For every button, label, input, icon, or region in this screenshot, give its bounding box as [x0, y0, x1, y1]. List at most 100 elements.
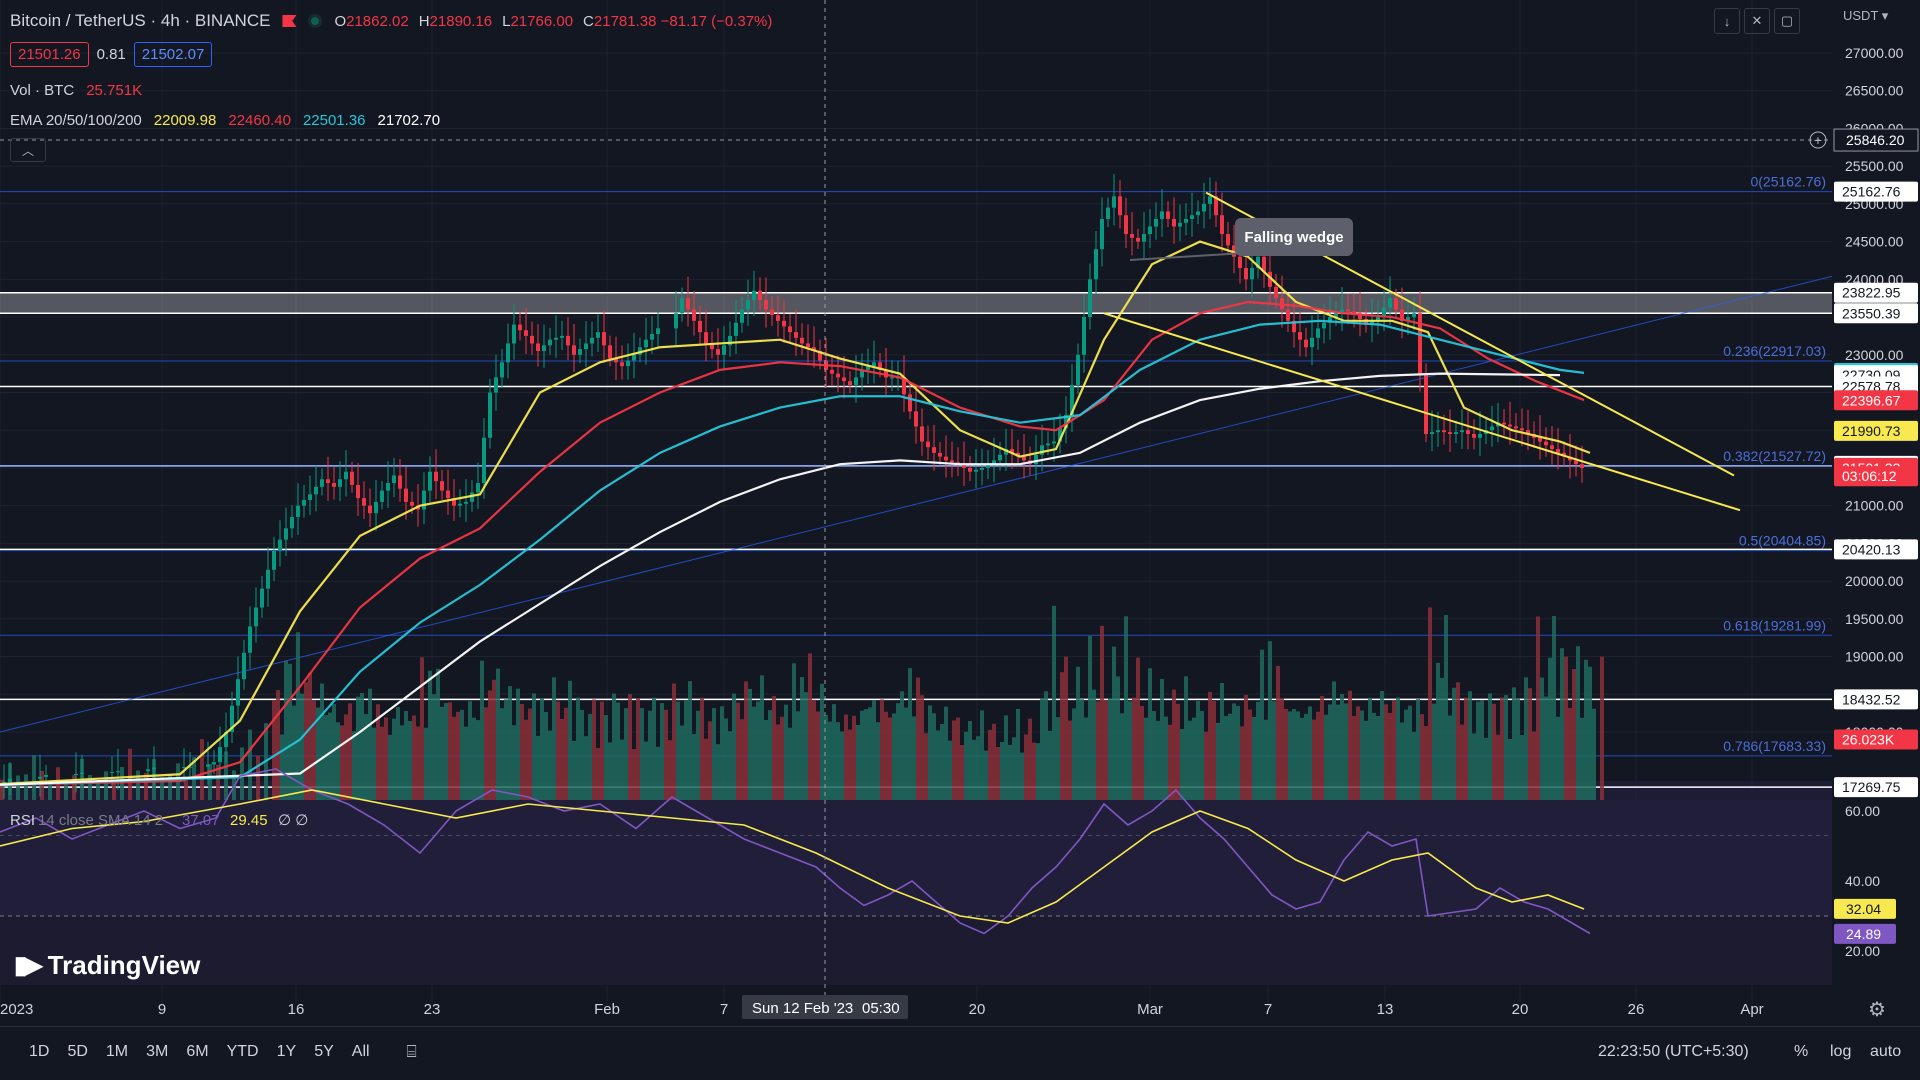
log-scale-button[interactable]: log [1830, 1043, 1852, 1060]
range-button[interactable]: YTD [226, 1043, 259, 1060]
ema-line [0, 319, 1585, 786]
range-button[interactable]: 5Y [314, 1043, 334, 1060]
fib-label: 0.5(20404.85) [1739, 533, 1826, 549]
annotation-box [1235, 218, 1353, 256]
candle-body [302, 500, 306, 506]
volume-bar [1016, 708, 1020, 800]
ohlc-value: 21890.16 [429, 12, 493, 30]
candle-body [1424, 373, 1428, 434]
candle-body [782, 320, 786, 327]
market-status-icon [308, 14, 323, 28]
auto-scale-button[interactable]: auto [1870, 1043, 1902, 1060]
volume-bar [620, 739, 624, 800]
volume-bar [1080, 699, 1084, 800]
fullscreen-icon[interactable]: ▢ [1774, 8, 1800, 34]
candle-body [326, 479, 330, 484]
swap-icon[interactable]: ✕ [1744, 8, 1770, 34]
collapse-legend-button[interactable]: ︿ [10, 138, 46, 162]
volume-bar [1088, 636, 1092, 800]
candle-body [1448, 432, 1452, 434]
rsi-legend-extra: ∅ ∅ [278, 812, 308, 829]
candle-body [1442, 430, 1446, 433]
candle-body [866, 366, 870, 370]
volume-bar [408, 720, 412, 800]
volume-bar [1576, 646, 1580, 800]
clock[interactable]: 22:23:50 (UTC+5:30) [1598, 1043, 1749, 1060]
range-button[interactable]: 1D [29, 1043, 50, 1060]
candle-body [500, 362, 504, 378]
range-button[interactable]: 5D [67, 1043, 88, 1060]
calendar-icon[interactable]: ⌸ [406, 1042, 417, 1061]
volume-bar [1336, 704, 1340, 800]
volume-indicator-legend[interactable]: Vol · BTC 25.751K [10, 82, 142, 99]
spread-value: 0.81 [96, 46, 126, 63]
volume-bar [776, 724, 780, 800]
volume-bar [1432, 703, 1436, 800]
volume-bar [348, 703, 352, 800]
candle-body [584, 343, 588, 350]
tradingview-logo-icon: ▮▶ [14, 952, 43, 979]
volume-bar [880, 699, 884, 800]
volume-bar [656, 746, 660, 800]
candle-body [494, 377, 498, 393]
range-button[interactable]: 1Y [276, 1043, 297, 1060]
volume-bar [896, 703, 900, 800]
candle-body [1478, 433, 1482, 438]
candle-body [1550, 445, 1554, 450]
volume-bar [1568, 707, 1572, 800]
flag-icon[interactable] [282, 15, 297, 27]
volume-bar [1000, 742, 1004, 800]
candle-body [74, 773, 78, 776]
candle-body [728, 335, 732, 346]
time-tick-label: Mar [1137, 1001, 1163, 1018]
time-tick-label: 13 [1377, 1001, 1394, 1018]
down-arrow-icon[interactable]: ↓ [1714, 8, 1740, 34]
volume-bar [1032, 742, 1036, 800]
candle-body [1514, 426, 1518, 429]
range-button[interactable]: All [351, 1043, 370, 1060]
candle-body [1244, 268, 1248, 280]
gear-icon[interactable]: ⚙ [1868, 999, 1886, 1021]
ask-price[interactable]: 21502.07 [133, 42, 213, 67]
percent-scale-button[interactable]: % [1794, 1043, 1809, 1060]
volume-bar [640, 708, 644, 800]
candle-body [296, 505, 300, 517]
range-button[interactable]: 1M [105, 1043, 129, 1060]
bid-price[interactable]: 21501.26 [10, 42, 89, 67]
candle-body [110, 771, 114, 773]
price-tag-label: 22396.67 [1842, 392, 1901, 408]
ema-indicator-legend[interactable]: EMA 20/50/100/200 22009.98 22460.40 22501.… [10, 112, 440, 129]
volume-bar [840, 731, 844, 800]
time-tick-label: 23 [424, 1001, 441, 1018]
range-button[interactable]: 3M [146, 1043, 169, 1060]
candle-body [260, 588, 264, 608]
volume-bar [340, 725, 344, 800]
candle-body [1202, 203, 1206, 212]
range-button[interactable]: 6M [186, 1043, 209, 1060]
candle-body [332, 483, 336, 487]
volume-bar [96, 782, 100, 800]
volume-bar [1276, 665, 1280, 800]
volume-bar [1552, 615, 1556, 800]
volume-bar [1400, 722, 1404, 800]
volume-bar [1096, 701, 1100, 800]
currency-selector[interactable]: USDT ▾ [1843, 8, 1889, 23]
volume-bar [412, 715, 416, 800]
volume-bar [572, 740, 576, 800]
candle-body [446, 490, 450, 499]
candle-body [368, 505, 372, 514]
volume-bar [1372, 712, 1376, 800]
volume-bar [1420, 714, 1424, 800]
volume-bar [608, 742, 612, 800]
volume-bar [764, 719, 768, 800]
candle-body [1166, 211, 1170, 219]
volume-bar [1084, 717, 1088, 800]
volume-bar [596, 748, 600, 800]
symbol-title[interactable]: Bitcoin / TetherUS · 4h · BINANCE [10, 11, 271, 30]
candle-body [944, 456, 948, 461]
volume-bar [888, 717, 892, 800]
volume-bar [400, 725, 404, 800]
candle-body [836, 373, 840, 378]
